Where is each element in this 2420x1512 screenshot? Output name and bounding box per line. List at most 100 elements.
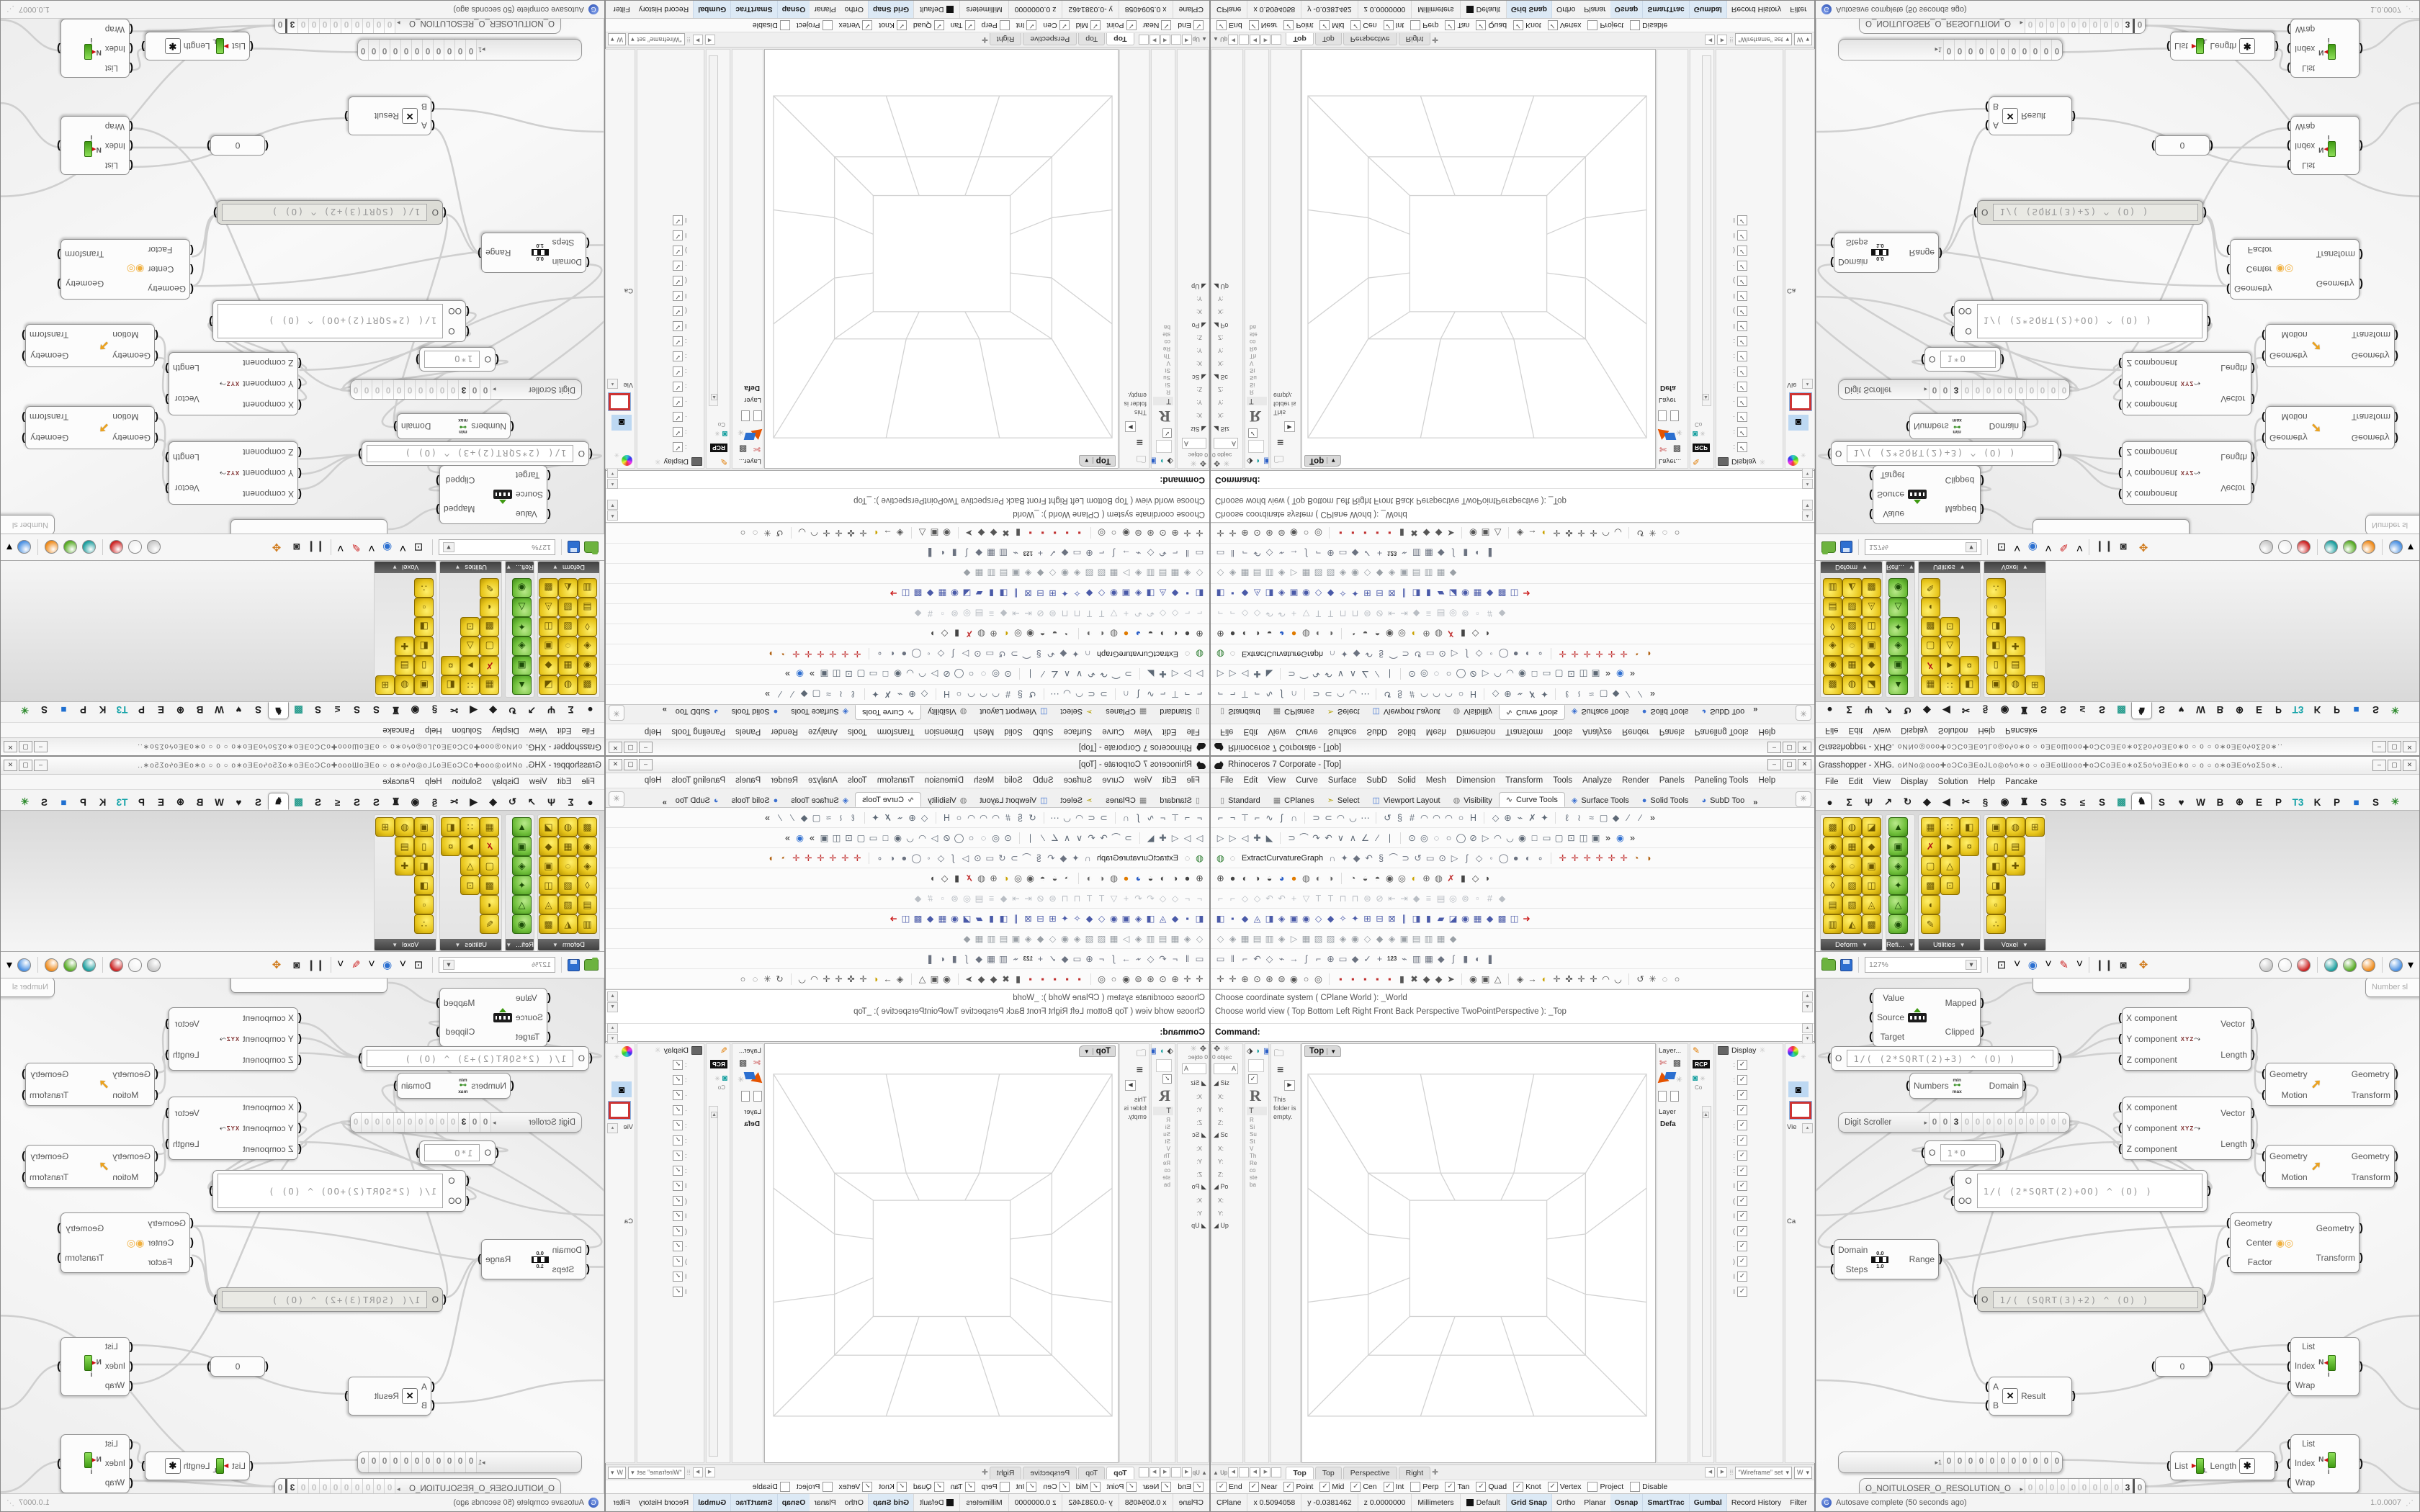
scroller-digit[interactable]: 0 [455,40,466,60]
toolbar-icon[interactable]: ◆ [975,953,982,964]
toolbar-icon[interactable]: ◌ [752,528,758,539]
osnap-cen[interactable]: ✓ Cen [1350,1482,1377,1492]
toolbar-icon[interactable]: ◎ [1314,973,1322,984]
toolbar-icon[interactable]: ● [1512,649,1519,660]
toolbar-icon[interactable]: ∩ [1329,852,1336,863]
chevron-down-icon[interactable]: ▾ [2407,541,2414,553]
minimize-button[interactable]: – [2372,760,2386,771]
toolbar-icon[interactable]: ✛ [817,852,825,863]
toolbar-icon[interactable]: ✛ [805,852,812,863]
component-icon[interactable]: △ [1940,856,1960,876]
component-icon[interactable]: ✎ [1920,578,1940,598]
gh-component[interactable]: Value Source Target Mapped Clipped((()) [436,988,551,1047]
input-port[interactable]: ( [466,305,470,318]
toolbar-icon[interactable]: ◈ [896,973,904,984]
toolbar-icon[interactable]: ⊕ [1241,528,1249,539]
input-port[interactable]: ( [586,256,590,269]
checkbox[interactable]: ✓ [1737,261,1747,271]
menu-item-solid[interactable]: Solid [1397,727,1416,736]
palette-group-label[interactable]: Voxel ▼ [375,562,436,573]
toolbar-icon[interactable]: ◡ [1349,689,1357,700]
toolbar-icon[interactable]: ◇ [937,852,945,863]
toolbar-icon[interactable]: ⊓ [1073,608,1081,619]
component-icon[interactable]: ◉ [512,914,532,934]
component-icon[interactable]: ▫ [1986,895,2006,914]
grasshopper-titlebar[interactable]: Grasshopper - XHG. oИNo◎ooo✚oƆCoƎEoJLo◎o… [1816,737,2419,755]
toolbar-icon[interactable]: ◐ [1242,873,1248,883]
toolbar-icon[interactable]: ▣ [1121,588,1131,599]
category-tab-8[interactable]: § [1982,704,1989,715]
status-toggle-gumbal[interactable]: Gumbal [693,1494,731,1511]
toolbar-icon[interactable]: ⊓ [1351,893,1359,904]
category-tab-29[interactable]: ✳ [20,796,30,807]
toolbar-icon[interactable]: ◐ [889,852,895,863]
output-port[interactable]: ) [22,329,25,342]
component-icon[interactable]: ▧ [558,598,578,617]
display-mode-icon[interactable] [45,540,59,554]
page-left-icon[interactable]: ◀ [1705,1467,1716,1477]
toolbar-icon[interactable]: ⊕ [908,689,916,700]
category-tab-4[interactable]: ↻ [1903,705,1912,716]
multiplication-component[interactable]: A B ✕ Result(() [344,96,435,135]
viewport-tab-perspective[interactable]: Perspective [1343,1466,1397,1479]
toolbar-icon[interactable]: ⌐ [1254,689,1260,700]
component-icon[interactable]: ◈ [1823,636,1842,656]
output-port[interactable]: ) [2023,1079,2027,1092]
toolbar-icon[interactable]: ⊛ [1265,973,1273,984]
panel-component[interactable]: 0() [207,1356,269,1377]
toolbar-icon[interactable]: ✛ [859,973,867,984]
toolbar-icon[interactable]: ✓ [1049,953,1057,964]
osnap-tan[interactable]: ✓ Tan [951,1482,975,1492]
osnap-near[interactable]: ✓ Near [1143,20,1172,30]
menu-item-display[interactable]: Display [1901,778,1928,786]
toolbar-icon[interactable]: ◑ [1645,649,1652,660]
toolbar-icon[interactable]: ⌁ [1278,953,1285,964]
gh-component[interactable]: X component Y component Z component XYZ⤳ Vec… [165,1007,302,1071]
toolbar-icon[interactable]: ● [1123,629,1129,639]
toolbar-icon[interactable]: ◫ [1579,832,1588,843]
toolbar-icon[interactable]: ◗ [1484,873,1491,883]
spin-left-icon[interactable]: ◀ [1181,1467,1192,1477]
default-layer-label[interactable]: Defa [1660,1120,1676,1128]
toolbar-icon[interactable]: ● [901,852,908,863]
scroller-digit[interactable]: 0 [309,1479,320,1493]
scroll-up-icon[interactable]: ▴ [607,479,618,489]
scroller-digit[interactable]: 0 [2015,380,2026,399]
palette-group-label[interactable]: Voxel ▼ [1984,562,2045,573]
status-toggle-record-history[interactable]: Record History [638,1498,689,1507]
category-tab-5[interactable]: ◆ [1923,705,1931,716]
toolbar-icon[interactable]: ▣ [1121,913,1131,924]
component-icon[interactable]: ▤ [578,895,597,914]
toolbar-icon[interactable]: ◠ [1420,689,1428,700]
status-toggle-record-history[interactable]: Record History [638,5,689,14]
display-mode-icon[interactable] [147,540,161,554]
component-icon[interactable]: ✗ [480,656,500,675]
scroller-digit[interactable]: 0 [2133,19,2145,33]
chevron-down-icon[interactable]: ˅ [399,541,406,554]
category-tab-9[interactable]: ◉ [2000,796,2009,807]
category-tab-26[interactable]: P [2333,704,2340,715]
osnap-mid[interactable]: ✓ Mid [1319,1482,1344,1492]
toolbar-icon[interactable]: ↷ [1100,832,1108,843]
category-tab-4[interactable]: ↻ [508,705,517,716]
toolbar-icon[interactable]: ∠ [1050,669,1059,680]
category-tab-25[interactable]: K [99,704,107,715]
toolbar-icon[interactable]: ↶ [1325,832,1332,843]
toolbar-icon[interactable]: ◎ [992,832,1000,843]
toolbar-icon[interactable]: » [1630,669,1635,680]
category-tab-20[interactable]: B [196,797,204,808]
input-port[interactable]: ( [586,1243,590,1256]
list-length-component[interactable]: List ► L Length ✱() [141,1452,254,1480]
category-tab-24[interactable]: T3 [2292,797,2304,808]
toolbar-icon[interactable]: ⌐ [1184,608,1191,619]
chevron-down-icon[interactable]: ▾ [1966,960,1977,970]
toolbar-icon[interactable]: ✛ [835,973,843,984]
color-wheel-icon[interactable] [622,1046,632,1057]
multiplication-component[interactable]: A B ✕ Result(() [344,1377,435,1416]
toolbar-icon[interactable]: ⊘ [1036,608,1044,619]
toolbar-icon[interactable]: ▮ [1399,528,1404,539]
toolbar-icon[interactable]: ▷ [1451,852,1458,863]
toolbar-icon[interactable]: ❚ [1486,953,1494,964]
chevron-down-icon[interactable]: ▾ [6,541,13,553]
